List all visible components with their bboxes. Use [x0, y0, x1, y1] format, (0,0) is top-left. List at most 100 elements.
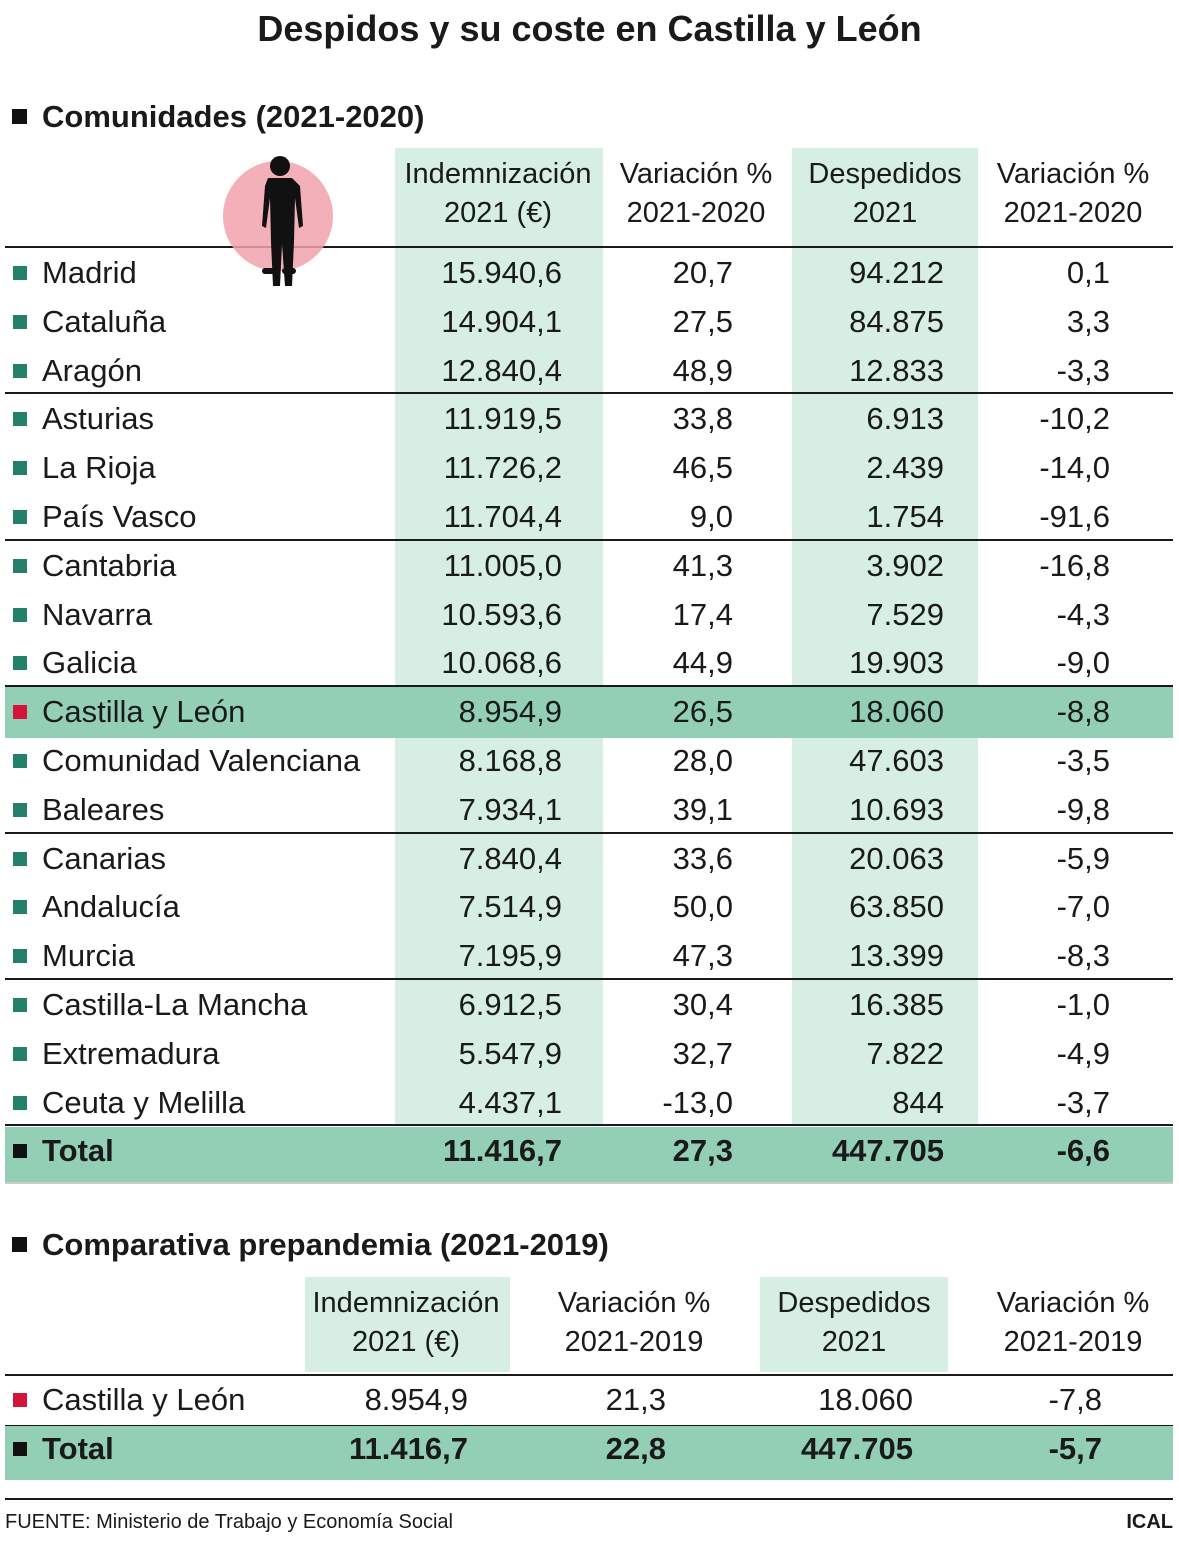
cell-value: 7.822	[866, 1035, 944, 1071]
row-highlight	[5, 1425, 1173, 1480]
cell-value: 22,8	[605, 1431, 666, 1466]
row-marker	[13, 705, 27, 720]
row-label: Galicia	[42, 645, 137, 681]
row-highlight	[5, 687, 1173, 738]
rule	[5, 246, 1173, 248]
section-heading: Comunidades (2021-2020)	[42, 99, 425, 134]
cell-value: 39,1	[672, 791, 733, 827]
cell-value: 30,4	[672, 987, 733, 1022]
rule	[5, 685, 1173, 687]
cell-value: 27,3	[672, 1133, 733, 1169]
cell-value: 7.195,9	[458, 938, 562, 974]
cell-value: 44,9	[672, 645, 733, 681]
brand: ICAL	[1126, 1511, 1173, 1533]
cell-value: 4.437,1	[458, 1084, 562, 1120]
cell-value: 8.954,9	[458, 694, 562, 730]
cell-value: 32,7	[672, 1035, 733, 1071]
column-header: Despedidos	[808, 158, 962, 190]
cell-value: -9,0	[1056, 645, 1110, 681]
row-label: Asturias	[42, 401, 154, 437]
row-label: Castilla y León	[42, 694, 246, 730]
row-marker	[13, 949, 27, 964]
column-shade	[395, 148, 603, 1126]
cell-value: -3,5	[1056, 743, 1110, 778]
row-label: Navarra	[42, 596, 153, 632]
cell-value: 46,5	[672, 450, 733, 486]
rule	[5, 978, 1173, 980]
row-label: Baleares	[42, 791, 165, 827]
cell-value: -8,8	[1056, 694, 1110, 730]
cell-value: 11.726,2	[443, 450, 562, 486]
row-label: Aragón	[42, 352, 142, 388]
cell-value: 6.913	[866, 401, 944, 437]
row-marker	[13, 802, 27, 817]
cell-value: 11.416,7	[443, 1133, 562, 1169]
cell-value: -5,9	[1056, 840, 1110, 876]
row-marker	[13, 900, 27, 915]
cell-value: 5.547,9	[458, 1035, 562, 1071]
cell-value: 15.940,6	[441, 255, 562, 290]
cell-value: 10.693	[849, 791, 944, 827]
column-header: 2021-2019	[564, 1326, 704, 1358]
column-header: Variación %	[619, 158, 773, 190]
row-label: La Rioja	[42, 450, 156, 486]
column-header: Variación %	[557, 1287, 711, 1319]
cell-value: 447.705	[800, 1431, 913, 1466]
column-shade	[792, 148, 978, 1126]
row-label: Andalucía	[42, 889, 180, 925]
cell-value: 3,3	[1066, 303, 1110, 339]
rule	[5, 392, 1173, 394]
rule	[5, 1498, 1173, 1500]
row-marker	[13, 851, 27, 866]
row-highlight	[5, 1127, 1173, 1182]
column-shade	[305, 1277, 510, 1372]
cell-value: 9,0	[689, 499, 733, 534]
row-label: Canarias	[42, 840, 167, 876]
cell-value: 7.840,4	[458, 840, 562, 876]
row-marker	[13, 1046, 27, 1061]
cell-value: 11.005,0	[443, 547, 562, 583]
column-header: 2021	[821, 1326, 887, 1358]
cell-value: 27,5	[672, 303, 733, 339]
cell-value: 28,0	[672, 743, 733, 778]
cell-value: -4,3	[1056, 596, 1110, 632]
cell-value: 21,3	[605, 1382, 666, 1417]
cell-value: 50,0	[672, 889, 733, 925]
cell-value: -13,0	[662, 1084, 733, 1120]
cell-value: 0,1	[1066, 255, 1110, 290]
row-label: Total	[42, 1431, 114, 1466]
cell-value: 84.875	[849, 303, 944, 339]
cell-value: 14.904,1	[441, 303, 562, 339]
row-label: Ceuta y Melilla	[42, 1084, 246, 1120]
row-marker	[13, 1442, 27, 1456]
cell-value: 7.934,1	[458, 791, 562, 827]
cell-value: 20,7	[672, 255, 733, 290]
cell-value: 6.912,5	[458, 987, 562, 1022]
cell-value: 8.954,9	[364, 1382, 468, 1417]
column-header: Indemnización	[312, 1287, 500, 1319]
cell-value: 844	[892, 1084, 944, 1120]
cell-value: -8,3	[1056, 938, 1110, 974]
cell-value: 12.833	[849, 352, 944, 388]
cell-value: 20.063	[849, 840, 944, 876]
row-label: Extremadura	[42, 1035, 220, 1071]
row-label: País Vasco	[42, 499, 197, 534]
cell-value: 18.060	[818, 1382, 913, 1417]
column-header: 2021	[852, 197, 918, 229]
cell-value: 33,6	[672, 840, 733, 876]
cell-value: -14,0	[1039, 450, 1110, 486]
rule	[5, 1182, 1173, 1184]
cell-value: -7,8	[1048, 1382, 1102, 1417]
cell-value: 7.514,9	[458, 889, 562, 925]
column-shade	[760, 1277, 948, 1372]
cell-value: 3.902	[866, 547, 944, 583]
cell-value: 17,4	[672, 596, 733, 632]
cell-value: -10,2	[1039, 401, 1110, 437]
row-label: Comunidad Valenciana	[42, 743, 361, 778]
cell-value: -7,0	[1056, 889, 1110, 925]
cell-value: -1,0	[1056, 987, 1110, 1022]
cell-value: 7.529	[866, 596, 944, 632]
cell-value: 41,3	[672, 547, 733, 583]
column-header: Variación %	[996, 158, 1150, 190]
row-marker	[13, 510, 27, 524]
